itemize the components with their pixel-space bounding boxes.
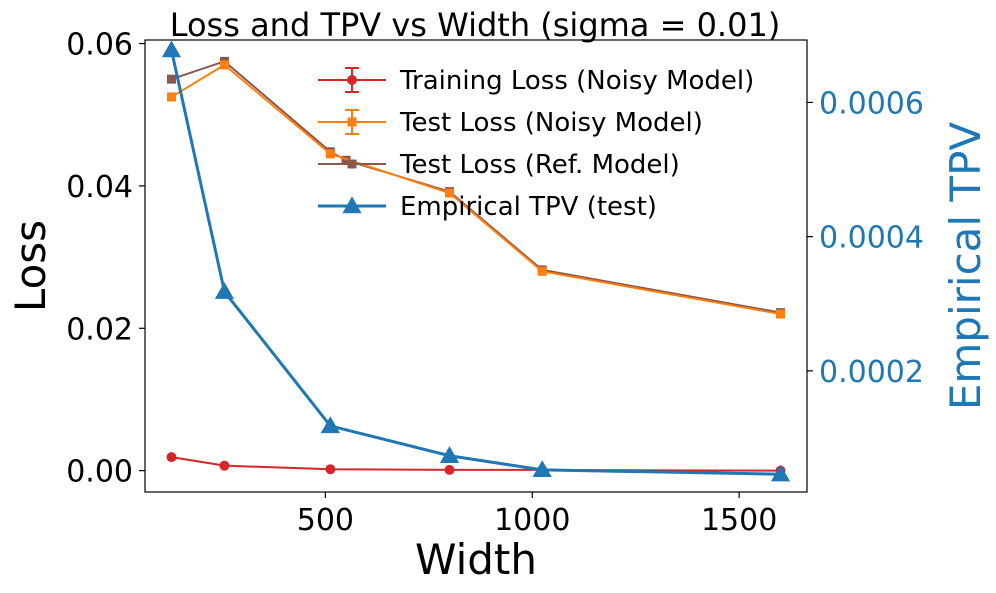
right-tick-label: 0.0002 <box>819 355 924 390</box>
legend-marker <box>347 117 357 127</box>
x-tick-label: 1000 <box>494 503 570 538</box>
data-point <box>219 60 229 70</box>
data-point <box>341 155 351 165</box>
legend-label: Test Loss (Ref. Model) <box>399 150 680 180</box>
data-point <box>166 452 177 463</box>
legend-item-training-loss-noisy-model: Training Loss (Noisy Model) <box>318 66 754 96</box>
left-axis-ticks: 0.00 0.02 0.04 0.06 <box>66 28 145 490</box>
series-line <box>170 49 781 476</box>
right-axis-label: Empirical TPV <box>941 122 990 411</box>
data-point <box>325 464 336 475</box>
series-line <box>171 60 781 314</box>
data-point <box>166 92 176 102</box>
data-point <box>537 266 547 276</box>
x-axis-label: Width <box>415 535 537 584</box>
series-empirical-tpv-test <box>161 40 791 482</box>
legend-label: Test Loss (Noisy Model) <box>399 108 703 138</box>
left-tick-label: 0.02 <box>66 312 133 347</box>
legend-marker <box>342 196 362 214</box>
data-point <box>444 464 455 475</box>
x-axis-ticks: 500 1000 1500 <box>297 492 777 538</box>
x-tick-label: 1500 <box>701 503 777 538</box>
legend: Training Loss (Noisy Model) Test Loss (No… <box>318 66 754 222</box>
data-point <box>320 416 340 434</box>
legend-label: Training Loss (Noisy Model) <box>399 66 754 96</box>
left-axis-label: Loss <box>6 220 55 312</box>
data-point <box>439 446 460 463</box>
data-point <box>532 460 552 478</box>
data-point <box>219 460 230 471</box>
legend-item-test-loss-ref-model: Test Loss (Ref. Model) <box>318 150 680 180</box>
legend-label: Empirical TPV (test) <box>400 192 657 222</box>
series-line <box>170 63 781 316</box>
left-tick-label: 0.06 <box>66 28 133 63</box>
series-test-loss-noisy-model <box>166 60 786 319</box>
plot-frame <box>144 39 808 493</box>
chart-title: Loss and TPV vs Width (sigma = 0.01) <box>170 6 781 44</box>
right-tick-label: 0.0006 <box>819 86 924 121</box>
data-point <box>325 149 335 159</box>
data-point <box>445 188 455 198</box>
data-point <box>776 309 786 319</box>
data-point <box>161 40 182 58</box>
right-tick-label: 0.0004 <box>819 221 924 256</box>
left-tick-label: 0.00 <box>66 455 133 490</box>
legend-item-test-loss-noisy-model: Test Loss (Noisy Model) <box>318 108 703 138</box>
x-tick-label: 500 <box>297 503 354 538</box>
left-tick-label: 0.04 <box>66 170 133 205</box>
legend-item-empirical-tpv-test: Empirical TPV (test) <box>318 192 657 222</box>
right-axis-ticks: 0.0002 0.0004 0.0006 <box>807 86 924 390</box>
legend-marker <box>347 159 357 169</box>
data-point <box>770 464 791 482</box>
data-point <box>214 282 235 299</box>
legend-marker <box>347 75 357 85</box>
series-layer <box>161 40 791 482</box>
data-point <box>166 74 176 84</box>
